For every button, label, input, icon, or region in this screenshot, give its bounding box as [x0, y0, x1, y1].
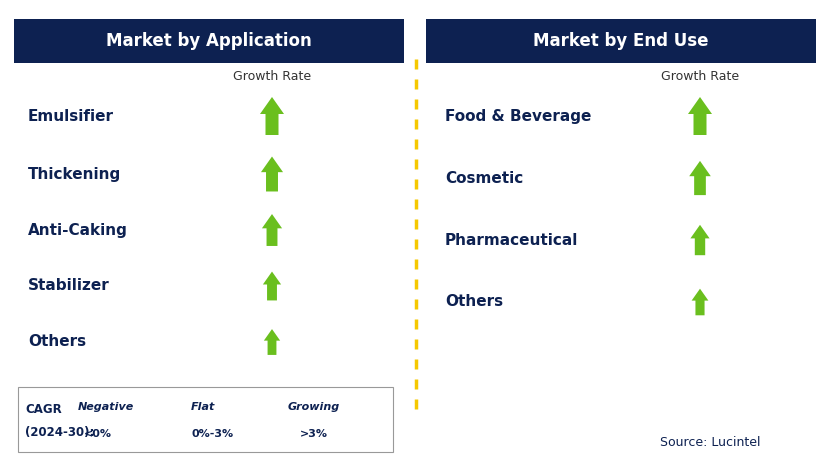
Polygon shape — [688, 161, 710, 195]
Text: Others: Others — [28, 335, 86, 349]
Text: Cosmetic: Cosmetic — [445, 171, 522, 185]
Text: Others: Others — [445, 294, 503, 310]
Text: >3%: >3% — [300, 429, 328, 439]
Polygon shape — [687, 97, 711, 135]
Polygon shape — [263, 329, 280, 355]
Text: CAGR: CAGR — [25, 403, 61, 416]
Polygon shape — [195, 411, 223, 428]
Text: Pharmaceutical: Pharmaceutical — [445, 233, 578, 247]
Text: Market by End Use: Market by End Use — [532, 32, 708, 50]
Text: Growth Rate: Growth Rate — [233, 70, 310, 82]
Polygon shape — [260, 97, 284, 135]
Text: Thickening: Thickening — [28, 166, 121, 182]
Text: Negative: Negative — [78, 401, 134, 411]
Polygon shape — [690, 225, 709, 255]
Polygon shape — [261, 156, 282, 191]
Text: Flat: Flat — [190, 401, 215, 411]
Text: (2024-30):: (2024-30): — [25, 426, 94, 439]
Text: Emulsifier: Emulsifier — [28, 109, 114, 124]
Polygon shape — [262, 214, 282, 246]
FancyBboxPatch shape — [14, 19, 403, 63]
Text: Anti-Caking: Anti-Caking — [28, 222, 128, 237]
Text: Growing: Growing — [287, 401, 339, 411]
Text: 0%-3%: 0%-3% — [192, 429, 233, 439]
FancyBboxPatch shape — [18, 387, 392, 452]
Polygon shape — [128, 408, 143, 431]
Text: <0%: <0% — [84, 429, 112, 439]
Text: Source: Lucintel: Source: Lucintel — [659, 436, 759, 448]
Polygon shape — [691, 289, 708, 315]
Text: Market by Application: Market by Application — [106, 32, 311, 50]
Text: Stabilizer: Stabilizer — [28, 279, 109, 293]
FancyBboxPatch shape — [426, 19, 815, 63]
Text: Food & Beverage: Food & Beverage — [445, 109, 590, 124]
Polygon shape — [262, 272, 281, 301]
Polygon shape — [354, 406, 371, 433]
Text: Growth Rate: Growth Rate — [660, 70, 739, 82]
